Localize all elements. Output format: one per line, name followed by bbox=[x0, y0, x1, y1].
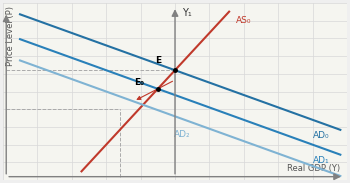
Text: AS₀: AS₀ bbox=[236, 16, 252, 25]
Text: E: E bbox=[155, 56, 161, 65]
Text: E₀: E₀ bbox=[134, 78, 144, 87]
Text: AD₂: AD₂ bbox=[174, 130, 190, 139]
Text: Y₁: Y₁ bbox=[182, 8, 192, 18]
Text: Real GDP (Y): Real GDP (Y) bbox=[287, 164, 340, 173]
Text: Price Level (P): Price Level (P) bbox=[6, 6, 15, 66]
Text: AD₁: AD₁ bbox=[313, 156, 330, 165]
Text: AD₀: AD₀ bbox=[313, 131, 330, 140]
